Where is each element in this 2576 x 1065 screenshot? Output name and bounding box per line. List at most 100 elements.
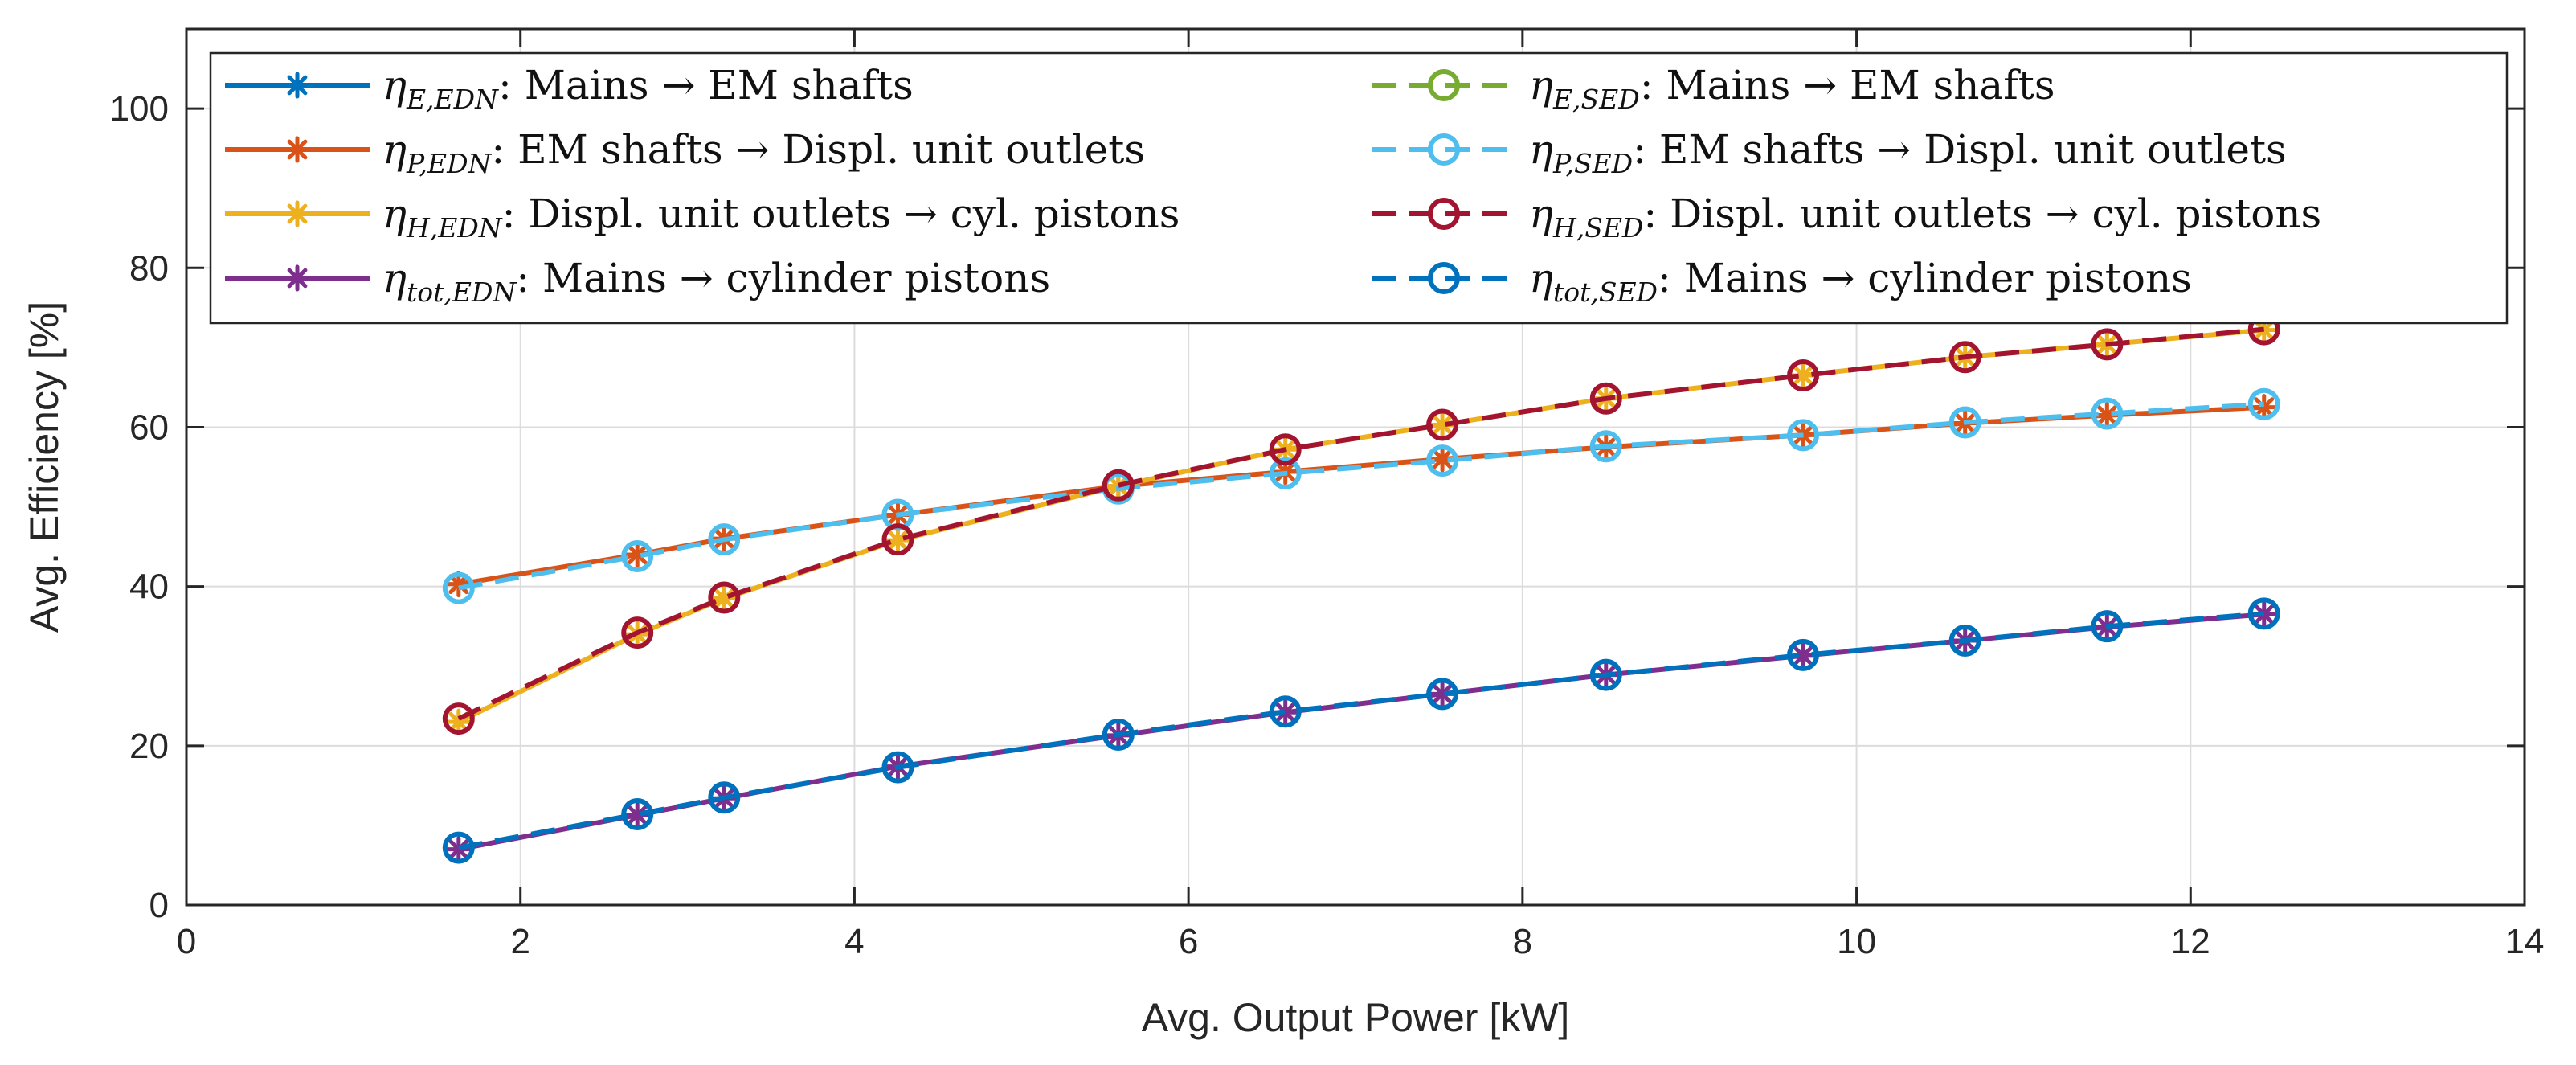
data-point-asterisk: [284, 264, 311, 292]
y-tick-label: 60: [129, 408, 169, 447]
data-point-circle: [1269, 457, 1302, 489]
data-point-circle: [1589, 382, 1622, 415]
legend-description: : Mains → EM shafts: [1640, 62, 2055, 109]
data-point-circle: [881, 751, 914, 784]
data-point-circle: [1948, 406, 1981, 439]
data-point-asterisk: [445, 836, 472, 863]
data-point-circle: [621, 539, 654, 572]
tick-layer: 0 2 4 6 8 10 12 14 0 20 40 60 80 100: [110, 29, 2545, 961]
legend-item-EDN_tot: ηtot,EDN: Mains → cylinder pistons: [225, 255, 1050, 308]
data-point-circle: [1428, 198, 1460, 230]
y-tick-label: 100: [110, 89, 169, 129]
data-point-circle: [1269, 433, 1302, 466]
legend-subscript: H,EDN: [406, 212, 503, 244]
data-point-circle: [708, 523, 741, 556]
legend-item-SED_P: ηP,SED: EM shafts → Displ. unit outlets: [1372, 126, 2287, 179]
data-point-circle: [1589, 430, 1622, 463]
data-point-asterisk: [2093, 402, 2120, 429]
legend-box: [209, 51, 2509, 325]
x-tick-label: 4: [844, 922, 864, 961]
legend-symbol: η: [382, 255, 407, 301]
data-point-asterisk: [2251, 394, 2278, 421]
series-SED_H: [442, 313, 2280, 735]
axes-box: [185, 27, 2526, 907]
legend-item-EDN_P: ηP,EDN: EM shafts → Displ. unit outlets: [225, 126, 1145, 179]
legend-subscript: P,EDN: [406, 148, 493, 179]
data-point-circle: [2247, 387, 2280, 420]
data-point-circle: [881, 498, 914, 531]
data-point-circle: [1428, 133, 1460, 166]
data-point-circle: [1426, 408, 1459, 441]
data-point-circle: [1102, 469, 1135, 502]
data-point-asterisk: [1272, 698, 1299, 726]
legend-item-SED_tot: ηtot,SED: Mains → cylinder pistons: [1372, 255, 2192, 308]
legend-item-EDN_H: ηH,EDN: Displ. unit outlets → cyl. pisto…: [225, 190, 1180, 244]
y-tick-label: 40: [129, 567, 169, 607]
data-point-circle: [442, 702, 475, 735]
legend-subscript: E,EDN: [406, 84, 499, 115]
legend-item-SED_H: ηH,SED: Displ. unit outlets → cyl. pisto…: [1372, 190, 2321, 244]
x-tick-label: 0: [177, 922, 196, 961]
legend-item-SED_E: ηE,SED: Mains → EM shafts: [1372, 62, 2055, 115]
legend-symbol: η: [1529, 126, 1553, 173]
data-point-circle: [621, 798, 654, 831]
data-point-asterisk: [284, 72, 311, 99]
data-point-asterisk: [710, 585, 738, 612]
legend-label: ηH,SED: Displ. unit outlets → cyl. pisto…: [1529, 190, 2321, 244]
data-point-circle: [1428, 69, 1460, 101]
data-point-circle: [442, 571, 475, 604]
data-point-circle: [1589, 658, 1622, 691]
data-point-asterisk: [284, 136, 311, 163]
data-point-circle: [1269, 695, 1302, 728]
data-point-circle: [1787, 638, 1820, 671]
y-axis-label: Avg. Efficiency [%]: [22, 301, 67, 633]
series-SED_P: [442, 387, 2280, 604]
legend-description: : Mains → cylinder pistons: [1658, 255, 2192, 301]
data-point-circle: [2091, 328, 2124, 361]
legend-symbol: η: [1529, 255, 1553, 301]
legend-label: ηE,SED: Mains → EM shafts: [1529, 62, 2055, 115]
data-point-circle: [1426, 678, 1459, 711]
legend-subscript: H,SED: [1552, 212, 1643, 244]
legend-symbol: η: [1529, 190, 1553, 237]
legend-label: ηP,EDN: EM shafts → Displ. unit outlets: [382, 126, 1145, 179]
axes: [185, 27, 2526, 907]
legend-item-EDN_E: ηE,EDN: Mains → EM shafts: [225, 62, 914, 115]
data-point-circle: [708, 781, 741, 814]
data-point-circle: [1948, 625, 1981, 657]
x-tick-label: 12: [2171, 922, 2210, 961]
data-point-circle: [442, 831, 475, 864]
data-point-circle: [2091, 397, 2124, 430]
data-point-circle: [1948, 341, 1981, 374]
y-tick-label: 80: [129, 248, 169, 288]
legend-symbol: η: [382, 126, 407, 173]
legend-subscript: E,SED: [1552, 84, 1640, 115]
x-tick-label: 14: [2505, 922, 2545, 961]
x-axis-label: Avg. Output Power [kW]: [1142, 995, 1570, 1040]
legend-subscript: P,SED: [1552, 148, 1633, 179]
legend-symbol: η: [382, 62, 407, 109]
x-tick-label: 6: [1179, 922, 1198, 961]
data-point-circle: [2247, 597, 2280, 630]
legend-symbol: η: [1529, 62, 1553, 109]
data-point-circle: [621, 616, 654, 649]
data-point-asterisk: [884, 526, 911, 554]
x-tick-label: 2: [510, 922, 530, 961]
legend-subscript: tot,SED: [1553, 276, 1658, 308]
y-tick-label: 0: [149, 886, 169, 925]
legend-label: ηE,EDN: Mains → EM shafts: [382, 62, 914, 115]
legend-label: ηtot,SED: Mains → cylinder pistons: [1529, 255, 2192, 308]
x-tick-label: 10: [1837, 922, 1876, 961]
data-point-circle: [1426, 444, 1459, 477]
data-point-asterisk: [1789, 362, 1817, 389]
data-point-circle: [881, 523, 914, 556]
x-tick-label: 8: [1513, 922, 1532, 961]
legend-label: ηH,EDN: Displ. unit outlets → cyl. pisto…: [382, 190, 1180, 244]
legend-description: : Displ. unit outlets → cyl. pistons: [1643, 190, 2321, 237]
data-point-circle: [1428, 262, 1460, 294]
data-point-circle: [1102, 718, 1135, 751]
data-point-asterisk: [284, 200, 311, 227]
data-point-circle: [1787, 359, 1820, 392]
legend-label: ηtot,EDN: Mains → cylinder pistons: [382, 255, 1050, 308]
